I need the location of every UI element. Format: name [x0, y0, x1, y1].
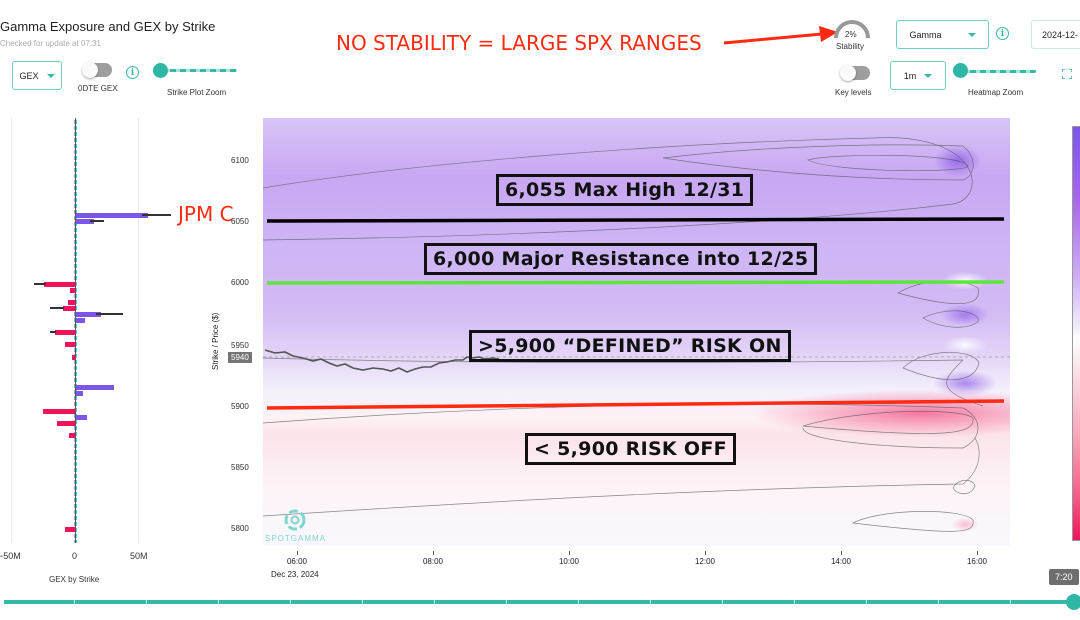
error-whisker — [96, 313, 123, 315]
gex-bar-negative — [68, 300, 75, 305]
page-title: Gamma Exposure and GEX by Strike — [0, 19, 216, 34]
odte-gex-toggle[interactable] — [82, 62, 112, 78]
resistance-callout: 6,000 Major Resistance into 12/25 — [424, 243, 818, 275]
gex-bar-negative — [70, 288, 75, 293]
risk-off-callout: < 5,900 RISK OFF — [525, 433, 736, 465]
interval-select[interactable]: 1m — [890, 61, 946, 90]
max-high-line — [266, 217, 1005, 223]
x-tick: 14:00 — [831, 551, 851, 566]
date-input-value: 2024-12- — [1042, 29, 1079, 40]
strike-zoom-slider-thumb[interactable] — [153, 63, 168, 78]
x-date-label: Dec 23, 2024 — [271, 570, 319, 579]
key-levels-label: Key levels — [835, 88, 872, 97]
x-tick: 08:00 — [423, 551, 443, 566]
gex-x-tick: 0 — [72, 551, 78, 561]
contour-lines — [263, 137, 1010, 532]
y-tick: 6000 — [231, 278, 249, 287]
error-whisker — [142, 214, 171, 216]
error-whisker — [50, 307, 64, 309]
spotgamma-watermark: SPOTGAMMA — [265, 534, 327, 543]
gex-bar-positive — [76, 415, 87, 420]
x-tick: 06:00 — [287, 551, 307, 566]
y-tick: 5950 — [231, 341, 249, 350]
error-whisker — [90, 220, 104, 222]
info-icon[interactable]: i — [996, 27, 1009, 40]
chevron-down-icon — [924, 73, 933, 78]
info-icon[interactable]: i — [126, 66, 139, 79]
toggle-knob — [82, 62, 98, 78]
x-tick: 10:00 — [559, 551, 579, 566]
heatmap-zoom-slider-track[interactable] — [960, 70, 1036, 73]
timeline-slider-thumb[interactable] — [1066, 594, 1080, 610]
gex-bar-positive — [76, 213, 148, 218]
greek-select[interactable]: Gamma — [896, 20, 989, 49]
heatmap-colorbar — [1072, 126, 1080, 541]
spotgamma-logo-icon — [284, 509, 306, 531]
gex-bar-negative — [65, 527, 75, 532]
interval-select-value: 1m — [903, 70, 917, 81]
gex-x-tick: 50M — [130, 551, 148, 561]
resistance-line — [266, 280, 1005, 285]
date-input[interactable]: 2024-12- — [1031, 20, 1080, 49]
stability-gauge-icon — [834, 20, 870, 39]
heatmap-zoom-label: Heatmap Zoom — [968, 88, 1024, 97]
y-tick: 5850 — [231, 463, 249, 472]
stability-label: Stability — [836, 42, 865, 51]
error-whisker — [34, 283, 46, 285]
update-status: Checked for update at 07:31 — [0, 39, 101, 48]
stability-value: 2% — [845, 30, 857, 39]
gex-x-axis-label: GEX by Strike — [49, 575, 100, 584]
gex-bar-negative — [44, 282, 75, 287]
stability-annotation: NO STABILITY = LARGE SPX RANGES — [336, 31, 702, 55]
risk-on-callout: >5,900 “DEFINED” RISK ON — [469, 330, 791, 362]
gex-bar-negative — [55, 330, 75, 335]
risk-line — [266, 399, 1005, 410]
chevron-down-icon — [46, 73, 55, 78]
gex-bar-negative — [65, 342, 75, 347]
x-tick: 12:00 — [695, 551, 715, 566]
gex-bar-positive — [76, 219, 94, 224]
y-tick: 6050 — [231, 217, 249, 226]
gridline — [138, 118, 139, 543]
gex-x-tick: −50M — [0, 551, 21, 561]
y-tick: 5800 — [231, 524, 249, 533]
gex-bar-positive — [76, 385, 114, 390]
heatmap-y-axis-label: Strike / Price ($) — [211, 312, 220, 370]
gamma-heatmap[interactable]: SPOTGAMMA 6,055 Max High 12/31 6,000 Maj… — [263, 118, 1010, 546]
metric-select-value: GEX — [19, 70, 39, 81]
gex-bar-negative — [43, 409, 75, 414]
heatmap-zoom-slider-thumb[interactable] — [953, 63, 968, 78]
max-high-callout: 6,055 Max High 12/31 — [496, 174, 754, 206]
gridline — [11, 118, 12, 543]
gex-bar-negative — [57, 421, 75, 426]
odte-gex-label: 0DTE GEX — [78, 84, 118, 93]
zero-axis — [75, 118, 76, 543]
red-arrow-icon — [723, 26, 838, 45]
error-whisker — [50, 331, 56, 333]
y-tick: 6100 — [231, 156, 249, 165]
greek-select-value: Gamma — [909, 29, 942, 40]
gex-by-strike-chart — [0, 118, 200, 543]
y-tick: 5900 — [231, 402, 249, 411]
strike-zoom-label: Strike Plot Zoom — [167, 88, 227, 97]
jpm-annotation: JPM C — [178, 202, 234, 226]
chevron-down-icon — [967, 32, 976, 37]
timeline-tooltip: 7:20 — [1049, 569, 1079, 585]
fullscreen-icon[interactable] — [1062, 69, 1072, 79]
metric-select[interactable]: GEX — [12, 61, 62, 90]
gex-bar-negative — [69, 433, 75, 438]
current-price-badge: 5940 — [228, 352, 252, 363]
strike-zoom-slider-track[interactable] — [160, 69, 237, 72]
gex-bar-negative — [63, 306, 75, 311]
timeline-slider-track[interactable] — [4, 600, 1080, 604]
gex-bar-negative — [72, 355, 75, 360]
gex-bar-positive — [76, 318, 85, 323]
gex-bar-positive — [76, 312, 101, 317]
key-levels-toggle[interactable] — [840, 65, 870, 81]
x-tick: 16:00 — [967, 551, 987, 566]
toggle-knob — [840, 65, 856, 81]
gex-bar-positive — [76, 391, 83, 396]
